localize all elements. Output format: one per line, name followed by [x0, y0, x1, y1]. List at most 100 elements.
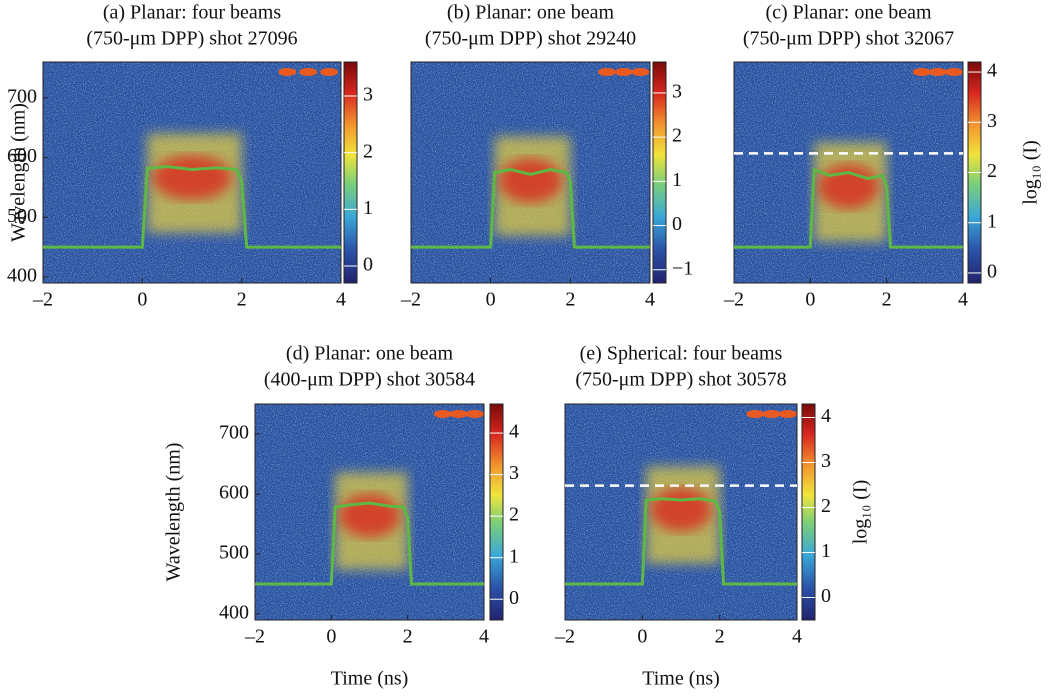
signal-core [152, 155, 232, 200]
x-tick-label: 4 [479, 626, 489, 648]
fiducial [928, 68, 947, 76]
panel-title: (c) Planar: one beam [765, 2, 931, 24]
y-tick-label: 500 [7, 205, 37, 227]
line-series [565, 497, 797, 586]
x-tick-label: 0 [805, 289, 815, 311]
fiducial [449, 410, 468, 418]
signal-core [498, 158, 563, 203]
colorbar-tick-label: 3 [821, 450, 831, 472]
panel-title: (750-μm DPP) shot 30578 [575, 369, 786, 391]
signal-core [338, 493, 401, 538]
panel-title: (750-μm DPP) shot 32067 [743, 28, 954, 50]
colorbar-tick-label: 2 [987, 160, 997, 182]
fiducial [278, 68, 297, 76]
x-tick-label: 4 [645, 289, 655, 311]
colorbar-tick-label: 3 [987, 110, 997, 132]
fiducial [762, 410, 781, 418]
colorbar-tick-label: 3 [672, 81, 682, 103]
x-tick-label: 0 [486, 289, 496, 311]
plot-frame [733, 61, 964, 284]
fiducial [320, 68, 339, 76]
x-tick-label: –2 [723, 289, 744, 311]
y-tick-label: 600 [219, 482, 249, 504]
colorbar-tick-label: 4 [821, 405, 831, 427]
panel: (d) Planar: one beam (400-μm DPP) shot 30… [163, 343, 519, 690]
x-tick-label: –2 [32, 289, 53, 311]
colorbar-label: log₁₀ (I) [850, 480, 872, 544]
colorbar [343, 61, 358, 284]
fiducial [597, 68, 616, 76]
colorbar-tick-label: 2 [672, 125, 682, 147]
panel-title: (750-μm DPP) shot 27096 [86, 28, 297, 50]
fiducial [631, 68, 650, 76]
x-tick-label: –2 [244, 626, 265, 648]
x-tick-label: 2 [715, 626, 725, 648]
x-tick-label: 2 [882, 289, 892, 311]
fiducial [746, 410, 765, 418]
colorbar-tick-label: 2 [821, 495, 831, 517]
y-tick-label: 400 [219, 602, 249, 624]
plot-frame [254, 403, 485, 621]
line-series [255, 501, 484, 586]
y-tick-label: 700 [7, 85, 37, 107]
colorbar-tick-label: 1 [987, 210, 997, 232]
fiducial [778, 410, 797, 418]
colorbar-tick-label: 1 [363, 197, 373, 219]
colorbar-tick-label: 0 [509, 587, 519, 609]
line-series [43, 165, 341, 249]
signal-core [650, 488, 712, 532]
colorbar-tick-label: 0 [987, 261, 997, 283]
panel-title: (750-μm DPP) shot 29240 [425, 28, 636, 50]
x-tick-label: 0 [326, 626, 336, 648]
x-tick-label: 0 [137, 289, 147, 311]
colorbar [801, 403, 816, 621]
panel: (b) Planar: one beam (750-μm DPP) shot 29… [400, 2, 693, 311]
panel-title: (d) Planar: one beam [286, 343, 454, 365]
plot-frame [42, 61, 342, 284]
y-tick-label: 700 [219, 422, 249, 444]
colorbar-tick-label: 4 [509, 421, 519, 443]
plot-frame [564, 403, 798, 621]
x-tick-label: 2 [565, 289, 575, 311]
panel-title: (b) Planar: one beam [447, 2, 615, 24]
panel-title: (a) Planar: four beams [103, 2, 281, 24]
colorbar-tick-label: 0 [672, 213, 682, 235]
fiducial [614, 68, 633, 76]
x-tick-label: 4 [336, 289, 346, 311]
fiducial [944, 68, 963, 76]
panel-title: (e) Spherical: four beams [580, 343, 783, 365]
colorbar [652, 61, 667, 284]
colorbar-tick-label: −1 [672, 257, 693, 279]
fiducial [912, 68, 931, 76]
x-tick-label: –2 [554, 626, 575, 648]
colorbar-tick-label: 0 [363, 254, 373, 276]
colorbar-tick-label: 1 [509, 545, 519, 567]
panel: (e) Spherical: four beams (750-μm DPP) sh… [554, 343, 872, 690]
fiducial [299, 68, 318, 76]
y-tick-label: 500 [219, 542, 249, 564]
fiducial [433, 410, 452, 418]
y-tick-label: 600 [7, 145, 37, 167]
panel: (c) Planar: one beam (750-μm DPP) shot 32… [723, 2, 1042, 311]
colorbar-tick-label: 3 [363, 84, 373, 106]
colorbar-tick-label: 2 [363, 140, 373, 162]
x-axis-label: Time (ns) [642, 668, 720, 690]
x-tick-label: 2 [403, 626, 413, 648]
fiducial [465, 410, 484, 418]
x-tick-label: 0 [637, 626, 647, 648]
colorbar-tick-label: 1 [672, 169, 682, 191]
plot-frame [410, 61, 651, 284]
x-tick-label: –2 [400, 289, 421, 311]
y-tick-label: 400 [7, 265, 37, 287]
line-series [734, 167, 963, 249]
x-tick-label: 2 [237, 289, 247, 311]
line-series [411, 167, 650, 249]
colorbar [489, 403, 504, 621]
x-tick-label: 4 [792, 626, 802, 648]
colorbar-label: log₁₀ (I) [1020, 140, 1042, 204]
y-axis-label: Wavelength (nm) [163, 443, 185, 582]
x-tick-label: 4 [958, 289, 968, 311]
colorbar-tick-label: 2 [509, 504, 519, 526]
panel-title: (400-μm DPP) shot 30584 [264, 369, 475, 391]
